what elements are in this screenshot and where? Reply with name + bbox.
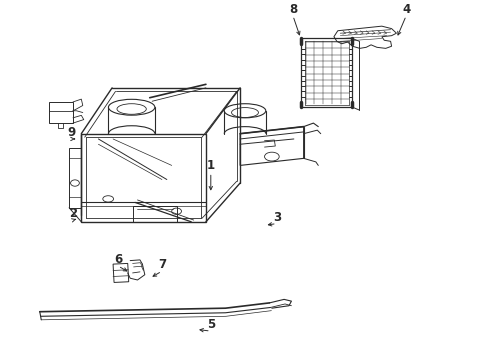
Text: 9: 9	[68, 126, 75, 139]
Text: 3: 3	[273, 211, 281, 224]
Text: 7: 7	[158, 258, 166, 271]
Text: 1: 1	[207, 159, 215, 172]
Text: 5: 5	[207, 318, 215, 331]
Text: 4: 4	[402, 3, 410, 15]
Text: 8: 8	[289, 3, 297, 15]
Text: 6: 6	[114, 253, 122, 266]
Text: 2: 2	[69, 207, 77, 220]
